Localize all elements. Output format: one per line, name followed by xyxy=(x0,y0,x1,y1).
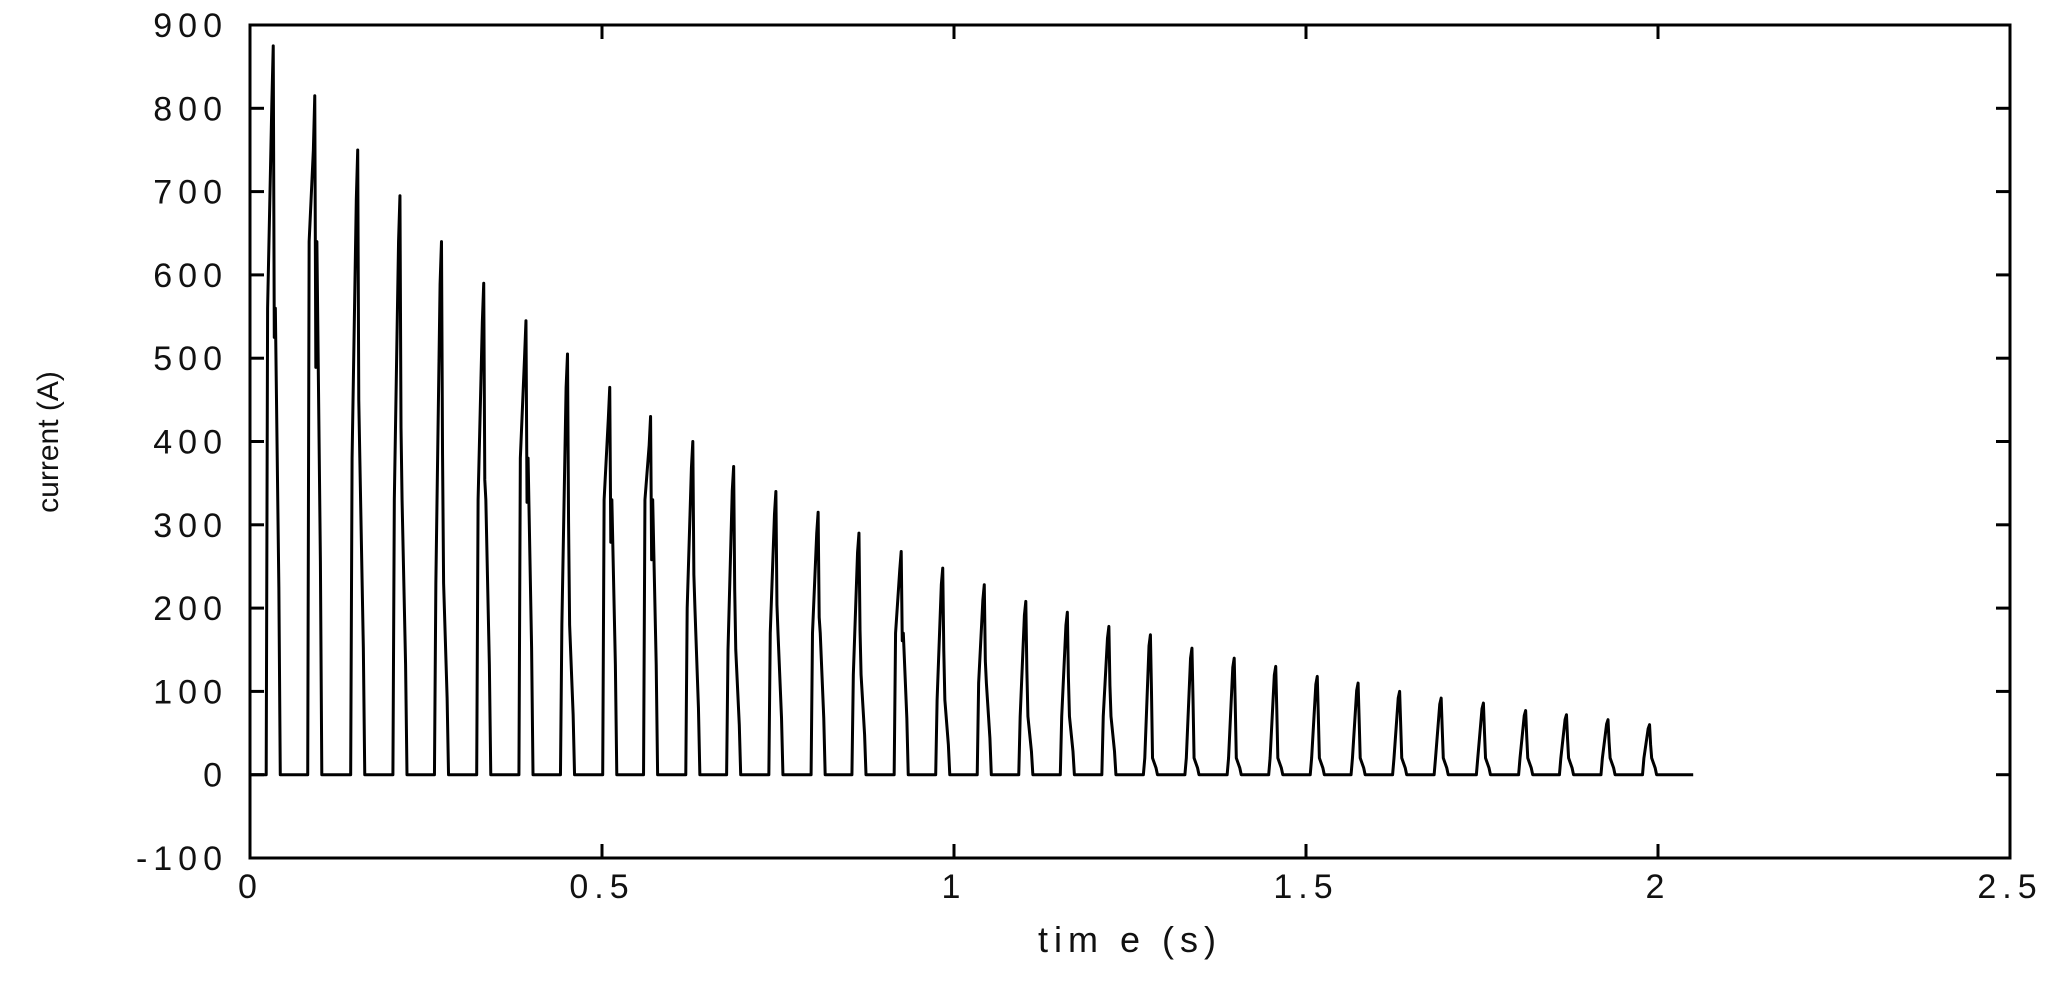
y-tick-label: 200 xyxy=(153,590,228,628)
x-tick-label: 2 xyxy=(1646,868,1671,906)
y-axis-label: current (A) xyxy=(32,371,65,513)
y-tick-label: 500 xyxy=(153,340,228,378)
y-tick-label: 600 xyxy=(153,257,228,295)
x-tick-label: 2.5 xyxy=(1977,868,2042,906)
x-tick-label: 1.5 xyxy=(1273,868,1338,906)
current-trace-line xyxy=(248,44,1694,777)
y-tick-label: -100 xyxy=(136,840,228,878)
plot-frame xyxy=(248,23,2012,860)
y-tick-label: 900 xyxy=(153,7,228,45)
y-tick-label: 0 xyxy=(203,757,228,795)
y-tick-label: 100 xyxy=(153,673,228,711)
y-tick-label: 300 xyxy=(153,507,228,545)
y-tick-label: 800 xyxy=(153,90,228,128)
x-tick-label: 0 xyxy=(238,868,263,906)
x-axis-label: tim e (s) xyxy=(1038,919,1222,960)
x-tick-label: 0.5 xyxy=(569,868,634,906)
y-tick-label: 400 xyxy=(153,424,228,462)
y-tick-label: 700 xyxy=(153,174,228,212)
x-tick-label: 1 xyxy=(942,868,967,906)
